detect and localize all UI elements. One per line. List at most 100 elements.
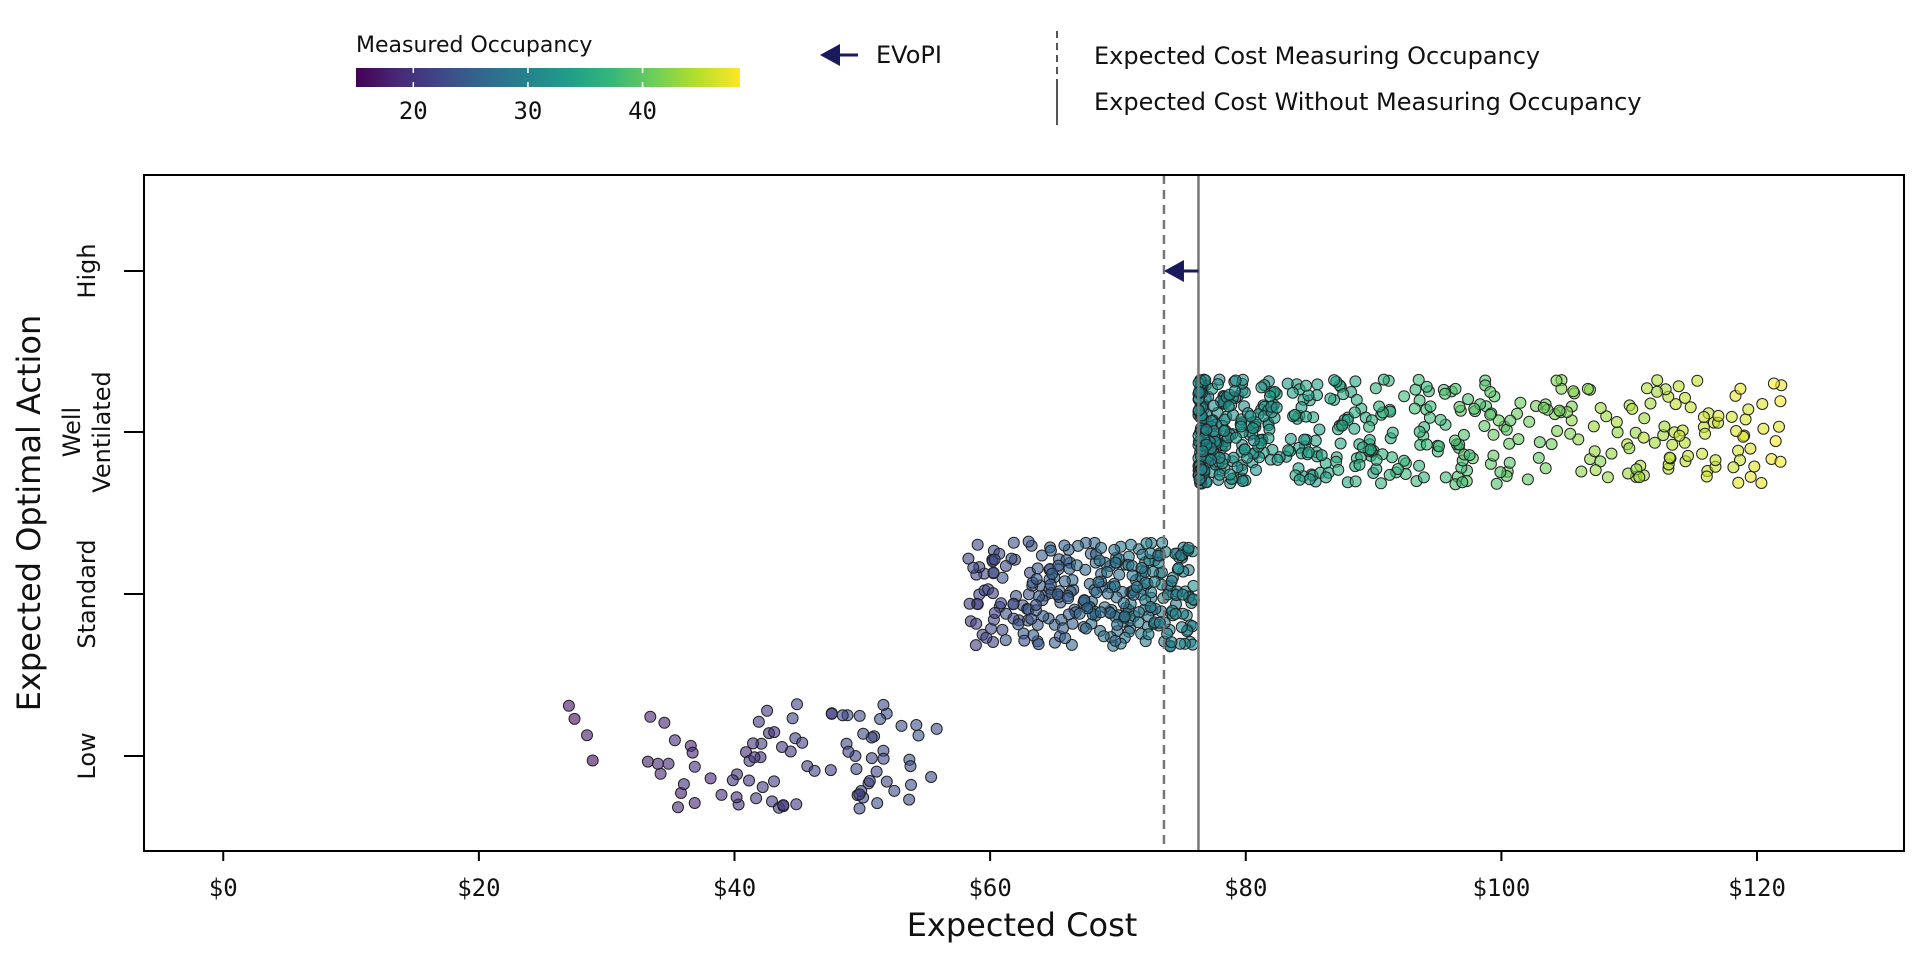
y-axis-title: Expected Optimal Action [10, 315, 48, 711]
data-point [1144, 601, 1157, 613]
data-point [1175, 621, 1188, 634]
data-point [1744, 442, 1757, 455]
data-point [662, 757, 675, 770]
data-point [1641, 382, 1653, 395]
data-point [1463, 449, 1476, 462]
data-point [1492, 414, 1505, 427]
data-point [750, 792, 763, 805]
data-point [1117, 597, 1130, 610]
data-point [824, 764, 837, 777]
data-point [1080, 622, 1092, 635]
data-point [1434, 413, 1447, 426]
data-point [1046, 567, 1059, 580]
data-point [1550, 374, 1563, 387]
y-tick-label: Standard [73, 539, 101, 648]
data-point [1073, 607, 1086, 620]
data-point [1370, 453, 1383, 466]
data-point [1108, 543, 1121, 556]
data-point [825, 707, 838, 720]
data-point [1398, 454, 1410, 467]
data-point [1767, 377, 1780, 390]
data-point [743, 774, 755, 787]
data-point [1032, 638, 1045, 651]
data-point [808, 764, 821, 777]
data-point [1478, 420, 1491, 432]
data-point [1420, 438, 1433, 451]
data-point [1439, 471, 1452, 484]
data-point [903, 793, 916, 806]
data-point [644, 710, 657, 723]
data-point [1748, 460, 1761, 473]
data-point [1732, 476, 1745, 489]
data-point [1205, 454, 1217, 466]
data-point [1449, 382, 1462, 395]
data-point [1052, 559, 1065, 572]
data-point [1398, 390, 1411, 403]
data-point [1532, 451, 1545, 464]
x-axis-ticks: $0 $20 $40 $60 $80 $100 $120 [209, 851, 1786, 902]
data-point [1093, 554, 1106, 567]
data-point [1637, 431, 1650, 444]
data-point [888, 784, 901, 797]
data-point [930, 722, 943, 735]
data-point [1424, 400, 1437, 413]
data-point [1494, 466, 1507, 479]
data-point [1375, 477, 1387, 490]
data-point [987, 566, 1000, 579]
data-point [1623, 442, 1636, 455]
data-point [1773, 420, 1785, 433]
data-point [1207, 399, 1220, 412]
data-point [1600, 410, 1613, 423]
evopi-arrow [1163, 260, 1199, 282]
data-point [1503, 456, 1516, 469]
data-point [1247, 434, 1260, 447]
data-point [1062, 608, 1075, 621]
data-point [905, 778, 917, 791]
data-point [1224, 468, 1236, 481]
data-point [768, 775, 780, 788]
data-point [1712, 409, 1725, 422]
data-point [677, 778, 690, 791]
data-point [1727, 461, 1740, 474]
data-point [1537, 401, 1550, 414]
colorbar-tick-label: 30 [513, 97, 542, 125]
data-point [1348, 406, 1361, 419]
data-point [1124, 538, 1137, 551]
data-point [1062, 592, 1075, 605]
data-point [1369, 382, 1382, 395]
data-point [980, 631, 993, 644]
data-point [1211, 378, 1224, 391]
data-point [1521, 473, 1534, 486]
data-point [850, 763, 863, 775]
data-point [1007, 536, 1020, 549]
data-point [1487, 449, 1500, 462]
data-point [988, 606, 1001, 619]
data-point [1229, 384, 1241, 397]
data-point [1295, 401, 1308, 414]
data-point [1551, 425, 1564, 437]
data-point [776, 741, 788, 753]
x-tick-label: $40 [713, 874, 756, 902]
y-tick-label: Ventilated [88, 371, 116, 492]
data-point [895, 719, 908, 732]
data-point [668, 734, 681, 747]
colorbar-legend: Measured Occupancy 20 30 40 [356, 33, 740, 125]
data-point [1487, 428, 1500, 441]
data-point [1200, 423, 1213, 436]
data-point [651, 757, 664, 770]
data-point [1118, 610, 1131, 623]
data-point [1490, 477, 1503, 490]
data-point [857, 727, 870, 740]
data-point [1417, 471, 1430, 484]
data-point [672, 801, 684, 814]
data-point [1412, 373, 1425, 386]
data-point [1673, 429, 1686, 442]
data-point [1135, 562, 1148, 574]
data-point [1348, 422, 1361, 435]
data-point [853, 788, 866, 801]
data-point [1651, 385, 1663, 398]
data-point [1328, 374, 1341, 387]
data-point [1130, 581, 1143, 593]
data-point [654, 767, 667, 780]
data-point [1059, 632, 1072, 645]
